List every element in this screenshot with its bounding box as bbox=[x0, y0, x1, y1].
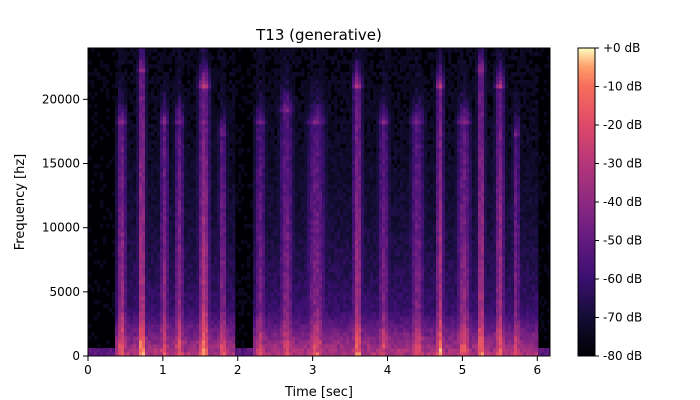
colorbar-tick-label: -40 dB bbox=[603, 195, 642, 209]
y-tick-label: 15000 bbox=[42, 157, 80, 171]
x-tick-label: 6 bbox=[533, 363, 541, 377]
x-tick-label: 1 bbox=[159, 363, 167, 377]
y-tick-label: 20000 bbox=[42, 92, 80, 106]
colorbar bbox=[577, 47, 596, 357]
colorbar-tick-label: -20 dB bbox=[603, 118, 642, 132]
x-axis-ticks: 0 1 2 3 4 5 6 bbox=[84, 356, 541, 377]
y-tick-label: 5000 bbox=[49, 285, 80, 299]
colorbar-tick-label: -70 dB bbox=[603, 311, 642, 325]
x-tick-label: 2 bbox=[234, 363, 242, 377]
x-axis-label: Time [sec] bbox=[284, 385, 353, 400]
plot-frame bbox=[87, 47, 551, 357]
y-axis-label: Frequency [hz] bbox=[13, 154, 28, 251]
colorbar-tick-label: +0 dB bbox=[603, 41, 640, 55]
colorbar-ticks: +0 dB -10 dB -20 dB -30 dB -40 dB -50 dB -60 d… bbox=[595, 41, 642, 363]
chart-title: T13 (generative) bbox=[255, 26, 382, 44]
colorbar-tick-label: -60 dB bbox=[603, 272, 642, 286]
x-tick-label: 3 bbox=[309, 363, 317, 377]
colorbar-tick-label: -80 dB bbox=[603, 349, 642, 363]
x-tick-label: 5 bbox=[459, 363, 467, 377]
x-tick-label: 0 bbox=[84, 363, 92, 377]
y-tick-label: 0 bbox=[72, 349, 80, 363]
colorbar-tick-label: -10 dB bbox=[603, 80, 642, 94]
colorbar-tick-label: -30 dB bbox=[603, 157, 642, 171]
x-tick-label: 4 bbox=[384, 363, 392, 377]
colorbar-tick-label: -50 dB bbox=[603, 234, 642, 248]
y-tick-label: 10000 bbox=[42, 221, 80, 235]
y-axis-ticks: 0 5000 10000 15000 20000 bbox=[42, 92, 88, 363]
spectrogram-image bbox=[88, 48, 550, 356]
